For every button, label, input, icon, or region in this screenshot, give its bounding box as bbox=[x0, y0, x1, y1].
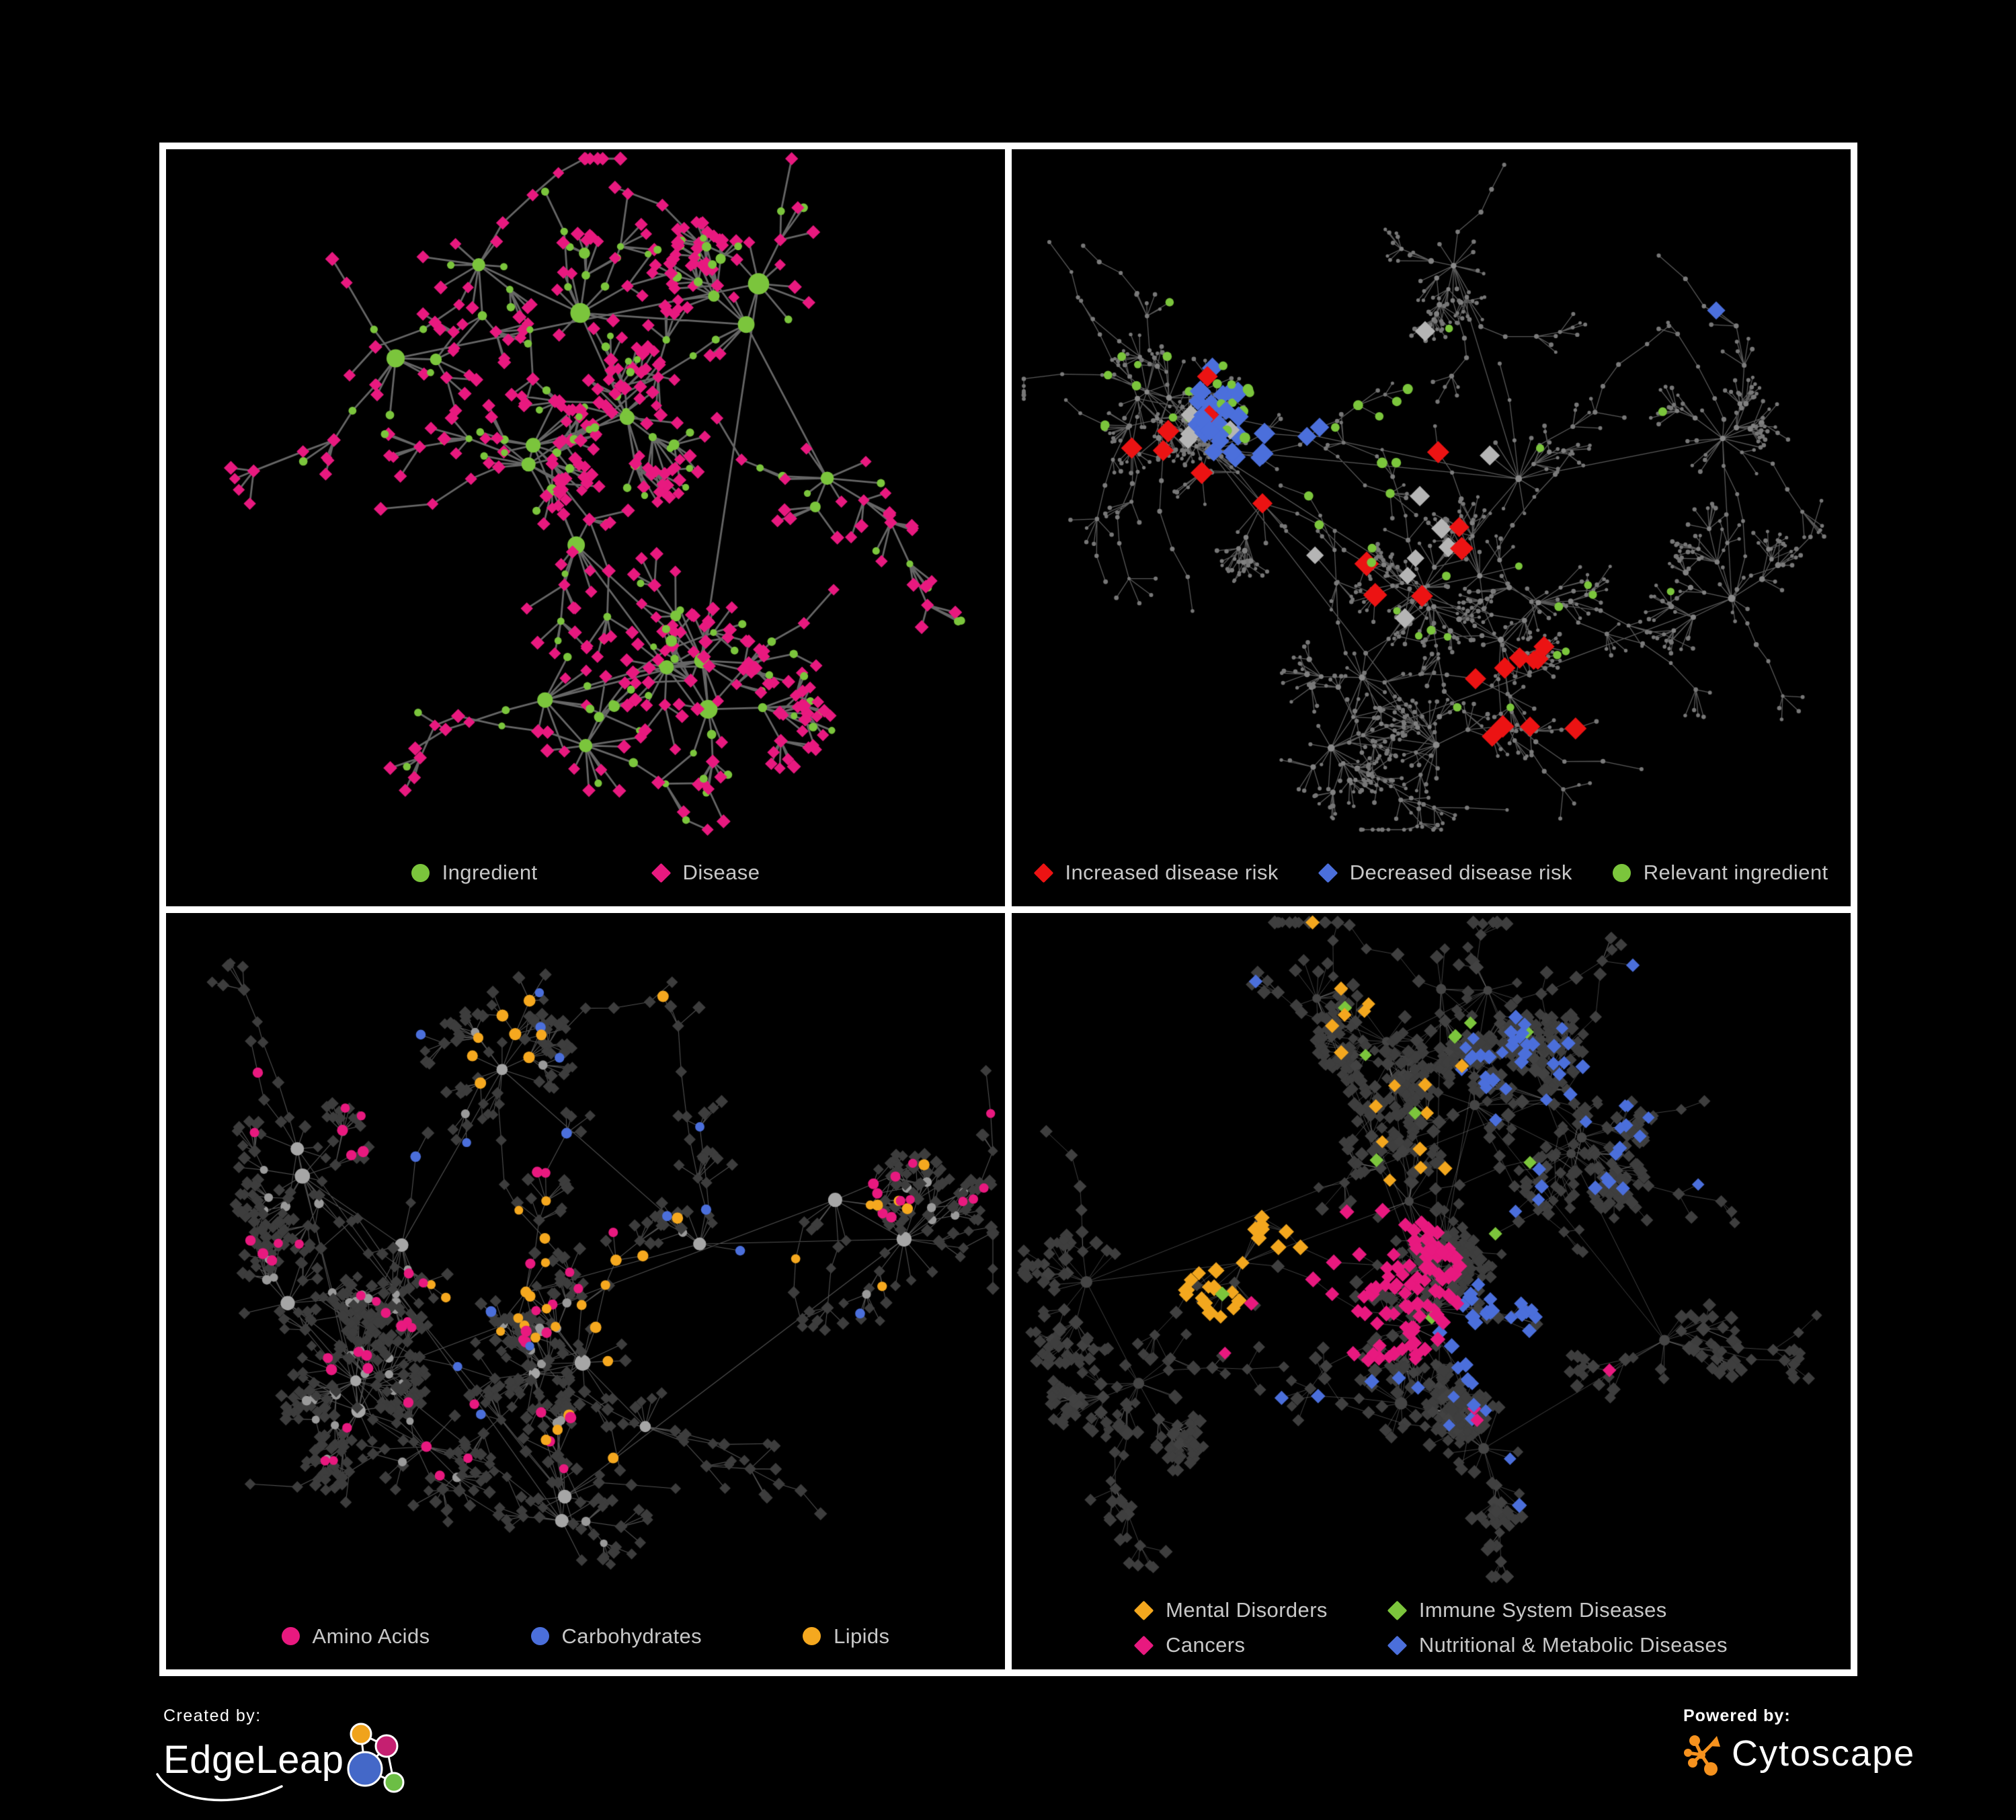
network-canvas-disease-risk bbox=[1012, 149, 1851, 839]
lipids-circle-icon bbox=[803, 1627, 821, 1645]
immune-system-diseases-diamond-icon bbox=[1387, 1600, 1408, 1620]
legend-label: Amino Acids bbox=[312, 1624, 430, 1648]
cytoscape-branding: Powered by: Cytoscape bbox=[1683, 1706, 1915, 1776]
legend-item-cancers: Cancers bbox=[1133, 1633, 1328, 1657]
legend-disease-risk: Increased disease risk Decreased disease … bbox=[1012, 839, 1851, 906]
legend-item-disease: Disease bbox=[651, 861, 760, 885]
panel-disease-classes: Mental Disorders Immune System Diseases Ca… bbox=[1012, 912, 1851, 1670]
panel-macronutrients: Amino Acids Carbohydrates Lipids bbox=[166, 912, 1005, 1670]
legend-macronutrients: Amino Acids Carbohydrates Lipids bbox=[166, 1603, 1005, 1670]
legend-label: Decreased disease risk bbox=[1349, 861, 1572, 884]
legend-disease-classes: Mental Disorders Immune System Diseases Ca… bbox=[1012, 1586, 1851, 1670]
cancers-diamond-icon bbox=[1133, 1635, 1154, 1655]
legend-label: Mental Disorders bbox=[1166, 1598, 1328, 1622]
panels-frame: Ingredient Disease Increased disease risk… bbox=[159, 143, 1857, 1676]
legend-label: Disease bbox=[682, 861, 760, 884]
edgeleap-wordmark: EdgeLeap bbox=[163, 1738, 344, 1782]
network-canvas-ingredient-disease bbox=[166, 149, 1005, 839]
ingredient-circle-icon bbox=[411, 863, 430, 882]
legend-label: Relevant ingredient bbox=[1643, 861, 1828, 884]
legend-item-nutritional-metabolic-diseases: Nutritional & Metabolic Diseases bbox=[1387, 1633, 1728, 1657]
nutritional-metabolic-diseases-diamond-icon bbox=[1387, 1635, 1408, 1655]
legend-ingredient-disease: Ingredient Disease bbox=[166, 839, 1005, 906]
cytoscape-logo-icon bbox=[1684, 1735, 1720, 1776]
panel-disease-risk: Increased disease risk Decreased disease … bbox=[1012, 149, 1851, 906]
legend-item-immune-system-diseases: Immune System Diseases bbox=[1387, 1598, 1728, 1622]
mental-disorders-diamond-icon bbox=[1133, 1600, 1154, 1620]
legend-item-decreased-disease-risk: Decreased disease risk bbox=[1318, 861, 1572, 885]
legend-label: Ingredient bbox=[442, 861, 538, 884]
decreased-disease-risk-diamond-icon bbox=[1318, 863, 1338, 883]
network-canvas-macronutrients bbox=[166, 912, 1005, 1603]
disease-diamond-icon bbox=[651, 863, 671, 883]
legend-item-mental-disorders: Mental Disorders bbox=[1133, 1598, 1328, 1622]
legend-label: Increased disease risk bbox=[1065, 861, 1279, 884]
panel-ingredient-disease: Ingredient Disease bbox=[166, 149, 1005, 906]
edgeleap-branding: Created by: EdgeLeap bbox=[156, 1706, 405, 1802]
edgeleap-logo-icon bbox=[347, 1723, 405, 1793]
powered-by-label: Powered by: bbox=[1683, 1706, 1791, 1725]
legend-label: Cancers bbox=[1166, 1633, 1246, 1657]
legend-item-increased-disease-risk: Increased disease risk bbox=[1033, 861, 1279, 885]
legend-item-lipids: Lipids bbox=[803, 1624, 889, 1649]
created-by-label: Created by: bbox=[163, 1706, 261, 1725]
cytoscape-wordmark: Cytoscape bbox=[1732, 1733, 1916, 1774]
legend-item-carbohydrates: Carbohydrates bbox=[530, 1624, 702, 1649]
amino-acids-circle-icon bbox=[281, 1627, 300, 1645]
increased-disease-risk-diamond-icon bbox=[1033, 863, 1053, 883]
carbohydrates-circle-icon bbox=[530, 1627, 549, 1645]
legend-label: Immune System Diseases bbox=[1418, 1598, 1667, 1622]
legend-label: Lipids bbox=[834, 1624, 890, 1648]
legend-label: Nutritional & Metabolic Diseases bbox=[1418, 1633, 1728, 1657]
network-canvas-disease-classes bbox=[1012, 912, 1851, 1586]
legend-item-ingredient: Ingredient bbox=[411, 861, 538, 885]
relevant-ingredient-circle-icon bbox=[1612, 863, 1631, 882]
legend-item-relevant-ingredient: Relevant ingredient bbox=[1612, 861, 1828, 885]
legend-label: Carbohydrates bbox=[561, 1624, 702, 1648]
legend-item-amino-acids: Amino Acids bbox=[281, 1624, 430, 1649]
